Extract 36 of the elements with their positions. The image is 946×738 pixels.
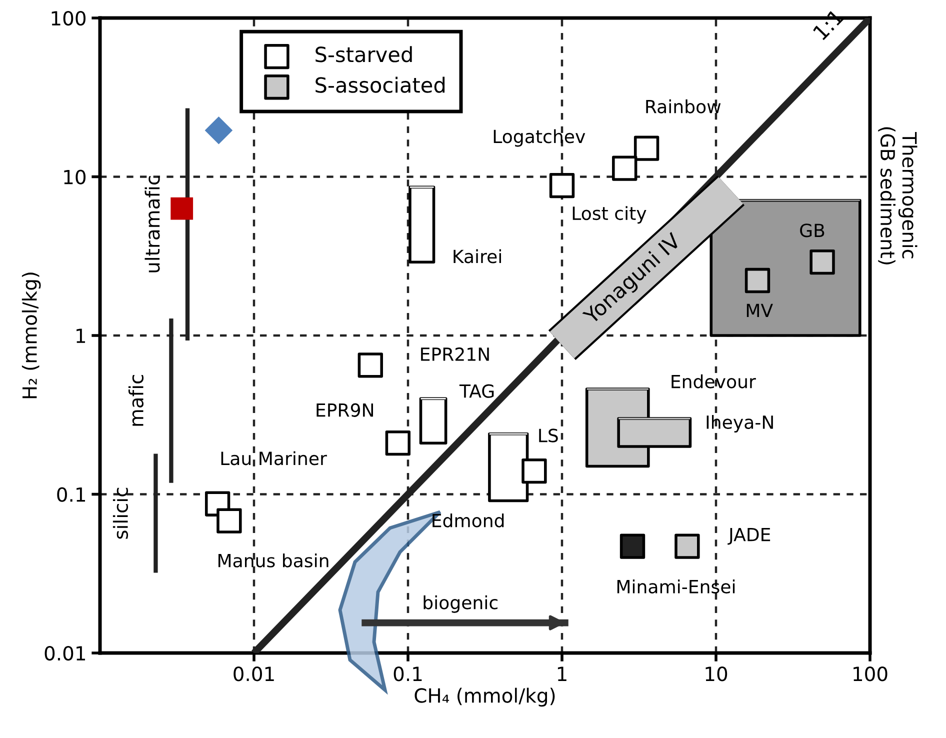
- annotation: LS: [539, 428, 558, 442]
- annotation: EPR9N: [316, 403, 374, 417]
- annotation: Edmond: [432, 513, 504, 528]
- text: Thermogenic (GB sediment): [878, 127, 918, 264]
- legend-label: S-associated: [316, 76, 445, 93]
- annotation: Lau Mariner: [221, 451, 327, 466]
- annotation: EPR21N: [421, 347, 489, 361]
- text: ultramafic: [144, 176, 160, 272]
- y-tick-label: 100: [52, 10, 86, 26]
- x-tick-label: 1: [558, 666, 566, 681]
- annotation: biogenic: [424, 595, 498, 613]
- y-tick-label: 0.01: [44, 646, 86, 661]
- y-tick-label: 10: [64, 170, 86, 184]
- annotation: Kairei: [454, 249, 501, 264]
- text: mafic: [128, 374, 144, 426]
- x-tick-label: 0.01: [234, 666, 274, 682]
- annotation: Iheya-N: [706, 415, 773, 432]
- annotation: GB: [800, 224, 824, 238]
- annotation: TAG: [459, 384, 494, 398]
- y-axis-title: H₂ (mmol/kg): [22, 272, 41, 398]
- annotation: JADE: [728, 528, 770, 545]
- annotation: MV: [746, 304, 773, 317]
- annotation: Endevour: [672, 374, 756, 388]
- y-tick-label: 0.1: [57, 487, 86, 502]
- x-axis-title: CH₄ (mmol/kg): [414, 688, 555, 707]
- legend-label: S-starved: [316, 46, 412, 62]
- x-tick-label: 10: [706, 666, 728, 682]
- x-tick-label: 100: [854, 666, 888, 682]
- annotation: Manus basin: [218, 553, 328, 568]
- y-tick-label: 1: [76, 328, 86, 343]
- x-tick-label: 0.1: [394, 666, 422, 682]
- annotation: Rainbow: [646, 99, 721, 114]
- annotation: Minami-Ensei: [617, 579, 735, 594]
- annotation: Logatchev: [494, 129, 586, 147]
- annotation: Lost city: [572, 206, 646, 224]
- text: silicic: [112, 488, 128, 539]
